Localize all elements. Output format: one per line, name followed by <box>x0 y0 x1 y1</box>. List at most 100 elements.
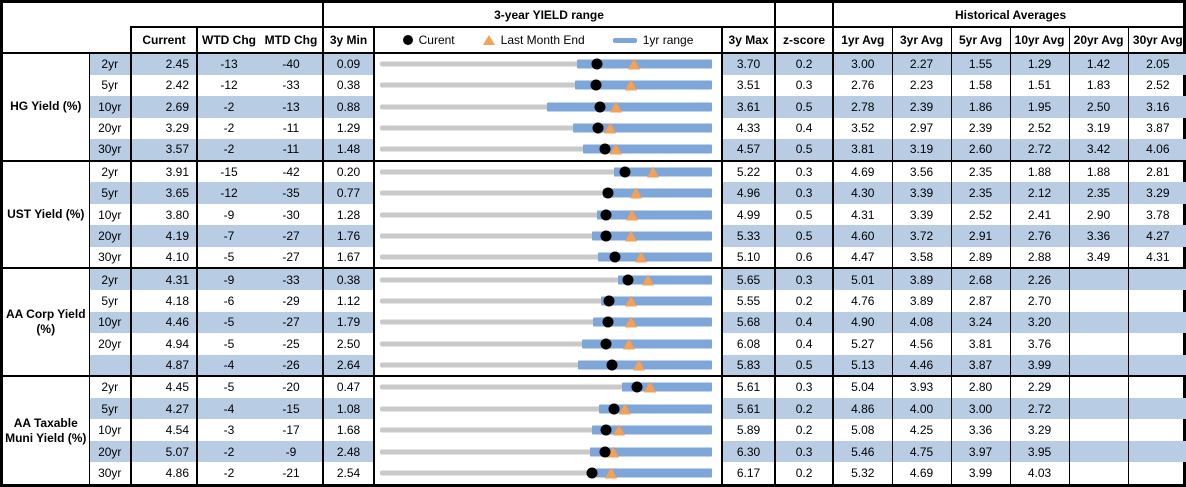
current-marker <box>602 316 614 328</box>
last-month-end-marker <box>624 316 637 328</box>
min-3y-cell: 2.64 <box>323 354 376 377</box>
range-plot <box>380 55 713 75</box>
z-score-cell: 0.2 <box>775 462 835 484</box>
max-3y-cell: 5.33 <box>722 225 777 247</box>
max-3y-cell: 3.70 <box>722 52 777 75</box>
last-month-end-marker <box>612 424 625 436</box>
current-marker <box>603 295 615 307</box>
last-month-end-marker <box>605 467 618 479</box>
col-header-avg-5yr: 5yr Avg <box>951 27 1011 54</box>
z-score-cell: 0.6 <box>775 246 835 269</box>
legend-current-label: Curent <box>418 33 455 47</box>
wtd-chg-cell: -5 <box>223 336 235 351</box>
min-3y-cell: 2.50 <box>323 333 376 355</box>
avg-cell: 3.72 <box>892 225 952 247</box>
yield-range-chart <box>374 397 724 420</box>
avg-cell: 1.29 <box>1010 52 1070 75</box>
min-3y-cell: 0.47 <box>323 375 376 398</box>
avg-cell: 2.89 <box>951 246 1011 269</box>
min-3y-cell: 1.08 <box>323 397 376 420</box>
tenor-cell: 5yr <box>89 290 132 312</box>
avg-cell <box>1128 440 1186 463</box>
avg-cell <box>1069 440 1129 463</box>
max-3y-cell: 5.89 <box>722 419 777 441</box>
wtd-chg-cell: -5 <box>223 250 235 265</box>
full-range-track <box>380 384 713 390</box>
avg-cell: 2.78 <box>833 96 893 118</box>
one-year-range-bar <box>592 317 713 327</box>
current-cell: 3.29 <box>131 117 198 140</box>
one-year-range-bar <box>618 275 713 285</box>
last-month-end-marker <box>625 295 638 307</box>
full-range-track <box>380 61 713 67</box>
tenor-cell: 10yr <box>89 311 132 334</box>
current-cell: 2.45 <box>131 52 198 75</box>
z-score-cell: 0.2 <box>775 419 835 441</box>
avg-cell: 3.81 <box>951 333 1011 355</box>
yield-range-chart <box>374 267 724 291</box>
avg-cell: 5.08 <box>833 419 893 441</box>
one-year-range-bar <box>597 252 713 262</box>
table-row: 10yr 2.69 -2 -13 0.88 3.61 0.5 2.78 2.39 1.86 1.95… <box>3 96 1186 118</box>
avg-cell: 4.90 <box>833 311 893 334</box>
max-3y-cell: 4.57 <box>722 139 777 161</box>
yield-range-chart <box>374 311 724 334</box>
current-cell: 4.86 <box>131 462 198 484</box>
full-range-track <box>380 212 713 218</box>
avg-cell: 5.04 <box>833 375 893 398</box>
avg-cell: 2.72 <box>1010 139 1070 161</box>
yield-range-chart <box>374 117 724 140</box>
tenor-cell: 10yr <box>89 96 132 118</box>
current-cell: 4.27 <box>131 397 198 420</box>
range-plot <box>380 419 713 441</box>
avg-cell: 2.26 <box>1010 267 1070 291</box>
current-cell: 4.19 <box>131 225 198 247</box>
last-month-end-marker <box>633 359 646 371</box>
avg-cell: 4.69 <box>892 462 952 484</box>
wtd-chg-cell: -7 <box>197 225 260 247</box>
full-range-track <box>380 427 713 433</box>
avg-cell: 4.25 <box>892 419 952 441</box>
avg-cell <box>1069 311 1129 334</box>
range-plot <box>380 378 713 398</box>
current-marker <box>600 424 612 436</box>
current-marker <box>600 338 612 350</box>
min-3y-cell: 1.48 <box>323 139 376 161</box>
mtd-chg-cell: -33 <box>260 267 325 291</box>
range-plot <box>380 355 713 376</box>
current-cell: 2.69 <box>131 96 198 118</box>
avg-cell: 4.46 <box>892 354 952 377</box>
avg-cell: 2.39 <box>951 117 1011 140</box>
full-range-track <box>380 298 713 304</box>
tenor-cell: 10yr <box>89 419 132 441</box>
avg-cell: 2.05 <box>1128 52 1186 75</box>
wtd-chg-cell: -2 <box>197 440 260 463</box>
current-cell: 3.80 <box>131 203 198 226</box>
avg-cell <box>1128 375 1186 398</box>
table-row: 30yr 4.86 -2 -21 2.54 6.17 0.2 5.32 4.69 3.99 4.03 <box>3 462 1186 484</box>
last-month-end-marker <box>642 274 655 286</box>
avg-cell: 3.76 <box>1010 333 1070 355</box>
range-plot <box>380 398 713 420</box>
avg-cell: 4.06 <box>1128 139 1186 161</box>
current-cell: 4.54 <box>131 419 198 441</box>
tenor-cell: 2yr <box>89 267 132 291</box>
range-plot <box>380 225 713 247</box>
current-cell: 3.91 <box>131 159 198 183</box>
current-marker <box>586 467 598 479</box>
one-year-range-bar <box>575 80 713 90</box>
avg-cell: 2.23 <box>892 74 952 97</box>
full-range-track <box>380 277 713 283</box>
full-range-track <box>380 233 713 239</box>
wtd-chg-cell: -12 <box>220 78 238 93</box>
last-month-end-marker <box>625 79 638 91</box>
z-score-cell: 0.4 <box>775 117 835 140</box>
table-row: 30yr 4.10 -5 -27 1.67 5.10 0.6 4.47 3.58 2.89 2.88… <box>3 246 1186 269</box>
legend-item-1yr-range: 1yr range <box>612 33 693 47</box>
table-row: 4.87 -4 -26 2.64 5.83 0.5 5.13 4.46 3.87 3.99 <box>3 354 1186 377</box>
range-plot <box>380 96 713 118</box>
avg-cell: 5.32 <box>833 462 893 484</box>
current-marker <box>600 209 611 221</box>
max-3y-cell: 5.83 <box>722 354 777 377</box>
avg-cell: 3.19 <box>892 139 952 161</box>
